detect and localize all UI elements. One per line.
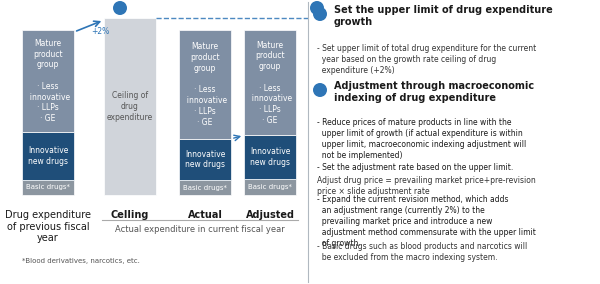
Circle shape bbox=[310, 1, 324, 15]
Text: Adjusted: Adjusted bbox=[245, 210, 295, 220]
Text: - Set upper limit of total drug expenditure for the current
  year based on the : - Set upper limit of total drug expendit… bbox=[317, 44, 536, 75]
Text: 2: 2 bbox=[314, 3, 320, 12]
Bar bbox=[179, 180, 231, 195]
Bar bbox=[22, 132, 74, 180]
Text: Basic drugs*: Basic drugs* bbox=[26, 185, 70, 191]
Circle shape bbox=[313, 7, 327, 21]
Text: Ceiling of
drug
expenditure: Ceiling of drug expenditure bbox=[107, 91, 153, 122]
Text: Actual: Actual bbox=[188, 210, 223, 220]
Text: Mature
product
group

· Less
  innovative
· LLPs
· GE: Mature product group · Less innovative ·… bbox=[25, 39, 71, 123]
Text: - Basic drugs such as blood products and narcotics will
  be excluded from the m: - Basic drugs such as blood products and… bbox=[317, 242, 527, 262]
Text: Set the upper limit of drug expenditure
growth: Set the upper limit of drug expenditure … bbox=[334, 5, 553, 27]
Text: Innovative
new drugs: Innovative new drugs bbox=[28, 146, 68, 166]
Text: Innovative
new drugs: Innovative new drugs bbox=[250, 147, 290, 167]
Text: Innovative
new drugs: Innovative new drugs bbox=[185, 150, 225, 169]
Text: Basic drugs*: Basic drugs* bbox=[248, 184, 292, 190]
Bar bbox=[244, 135, 296, 179]
Text: Actual expenditure in current fiscal year: Actual expenditure in current fiscal yea… bbox=[115, 225, 285, 234]
Circle shape bbox=[313, 83, 327, 97]
Bar bbox=[22, 180, 74, 195]
Bar bbox=[244, 30, 296, 135]
Text: +2%: +2% bbox=[91, 28, 109, 37]
Text: Mature
product
group

· Less
  innovative
· LLPs
· GE: Mature product group · Less innovative ·… bbox=[247, 41, 293, 125]
Text: - Expand the current revision method, which adds
  an adjustment range (currentl: - Expand the current revision method, wh… bbox=[317, 195, 536, 248]
Bar bbox=[104, 18, 156, 195]
Text: Drug expenditure
of previous fiscal
year: Drug expenditure of previous fiscal year bbox=[5, 210, 91, 243]
Text: - Set the adjustment rate based on the upper limit.: - Set the adjustment rate based on the u… bbox=[317, 163, 513, 172]
Text: *Blood derivatives, narcotics, etc.: *Blood derivatives, narcotics, etc. bbox=[22, 258, 140, 264]
Text: - Reduce prices of mature products in line with the
  upper limit of growth (if : - Reduce prices of mature products in li… bbox=[317, 118, 526, 160]
Bar bbox=[22, 30, 74, 132]
Text: Adjust drug price = prevailing market price+pre-revision
price × slide adjustmen: Adjust drug price = prevailing market pr… bbox=[317, 176, 536, 196]
Text: Adjustment through macroeconomic
indexing of drug expenditure: Adjustment through macroeconomic indexin… bbox=[334, 81, 534, 103]
Text: 2: 2 bbox=[317, 85, 323, 95]
Bar bbox=[244, 179, 296, 195]
Text: 1: 1 bbox=[117, 3, 123, 12]
Circle shape bbox=[113, 1, 127, 15]
Text: 1: 1 bbox=[317, 9, 323, 18]
Text: Celling: Celling bbox=[111, 210, 149, 220]
Bar bbox=[179, 30, 231, 139]
Text: Mature
product
group

· Less
  innovative
· LLPs
· GE: Mature product group · Less innovative ·… bbox=[182, 42, 227, 127]
Bar bbox=[179, 139, 231, 180]
Text: Basic drugs*: Basic drugs* bbox=[183, 185, 227, 191]
